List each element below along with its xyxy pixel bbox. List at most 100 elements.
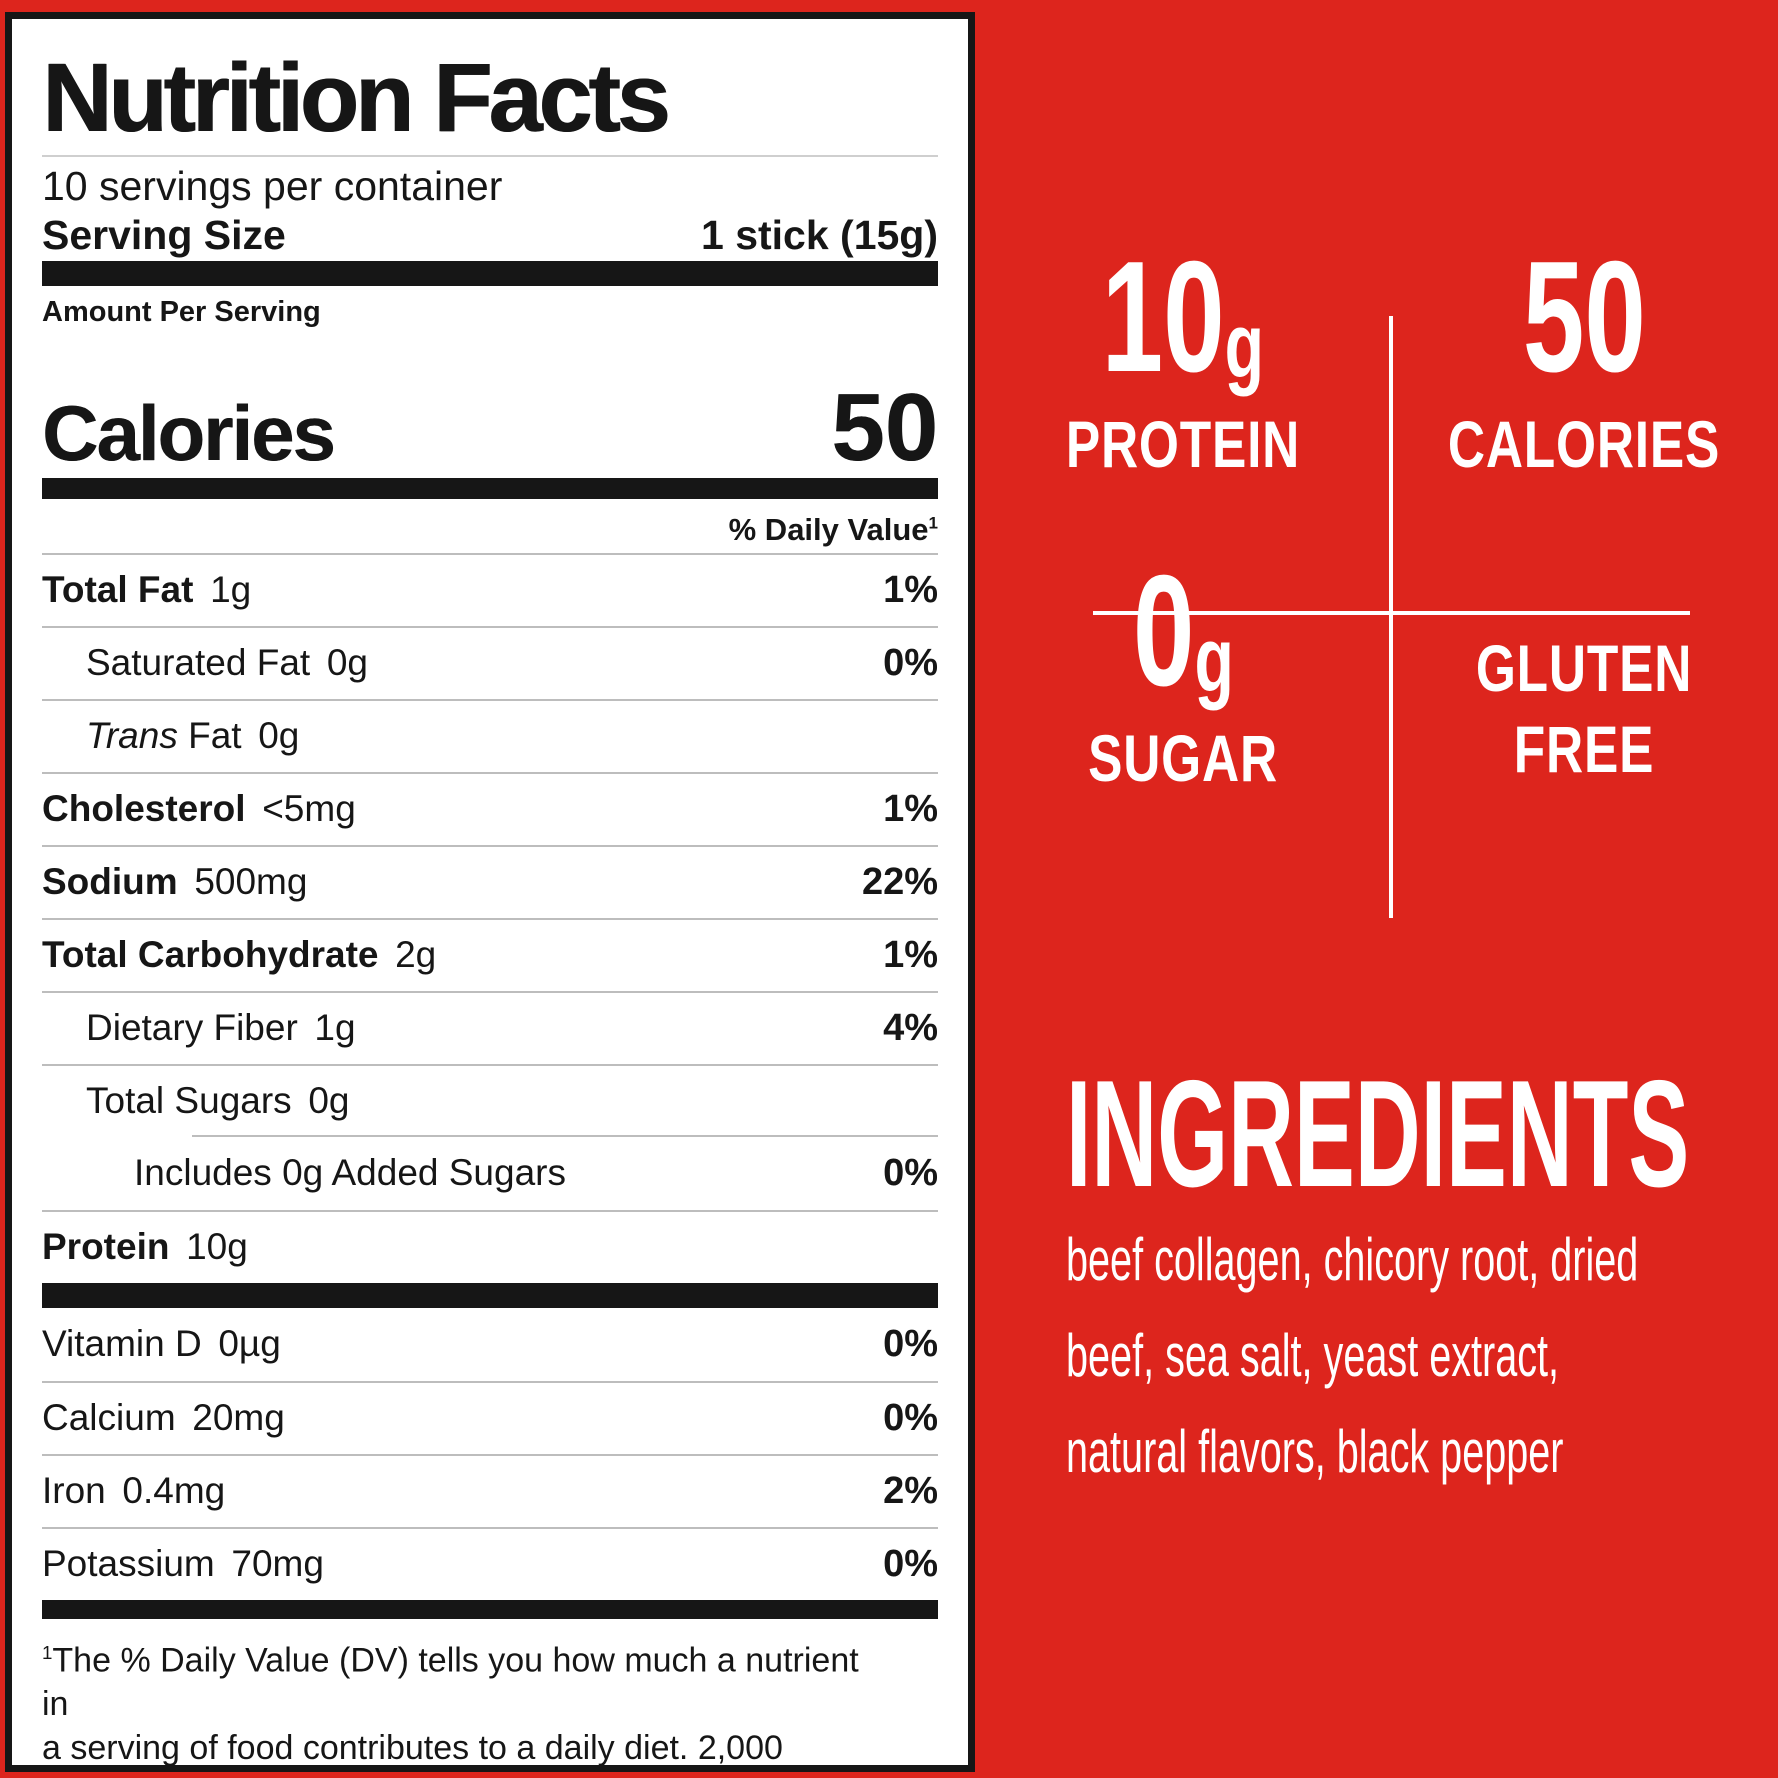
ingredients-list: beef collagen, chicory root, dried beef,… <box>1066 1212 1638 1500</box>
highlight-calories: 50 CALORIES <box>1409 238 1758 484</box>
nutrient-daily-value: 4% <box>883 1006 938 1049</box>
nutrient-row-left: Includes 0g Added Sugars <box>42 1152 566 1194</box>
calories-value: 50 <box>831 374 938 481</box>
nutrient-row: Vitamin D 0µg 0% <box>42 1308 938 1381</box>
nutrient-row-left: Total Carbohydrate 2g <box>42 934 436 976</box>
nutrient-row: Total Sugars 0g <box>42 1063 938 1137</box>
micronutrient-rows: Vitamin D 0µg 0% Calcium 20mg 0% Iron 0.4mg… <box>42 1308 938 1600</box>
nutrient-amount: 1g <box>210 569 252 611</box>
nutrient-row-left: Cholesterol <5mg <box>42 788 356 830</box>
ingredients-line: natural flavors, black pepper <box>1066 1418 1564 1485</box>
ingredients-line: beef, sea salt, yeast extract, <box>1066 1322 1560 1389</box>
calories-label: Calories <box>42 389 336 478</box>
protein-amount: 10g <box>1102 238 1264 396</box>
nutrient-row-left: Calcium 20mg <box>42 1397 285 1439</box>
nutrient-amount: 0g <box>308 1080 350 1122</box>
calories-caption: CALORIES <box>1447 407 1721 481</box>
nutrient-row: Calcium 20mg 0% <box>42 1380 938 1454</box>
footnote-line: a serving of food contributes to a daily… <box>42 1728 783 1767</box>
nutrient-daily-value: 0% <box>883 641 938 684</box>
highlight-gluten-free: GLUTEN FREE <box>1445 628 1722 789</box>
ingredients-heading: INGREDIENTS <box>1066 1049 1690 1219</box>
nutrition-facts-panel: Nutrition Facts 10 servings per containe… <box>5 12 975 1772</box>
nutrient-amount: 1g <box>314 1007 356 1049</box>
nutrient-row: Trans Fat 0g <box>42 698 938 772</box>
nutrient-row: Total Carbohydrate 2g 1% <box>42 917 938 991</box>
ingredients-line: beef collagen, chicory root, dried <box>1066 1226 1639 1293</box>
nutrient-row-left: Total Fat 1g <box>42 569 251 611</box>
nutrient-row: Dietary Fiber 1g 4% <box>42 990 938 1064</box>
calories-row: Calories 50 <box>42 333 938 481</box>
nutrient-daily-value: 1% <box>883 568 938 611</box>
sugar-unit: g <box>1194 609 1234 711</box>
nutrient-row-left: Protein 10g <box>42 1226 248 1268</box>
nutrient-daily-value: 0% <box>883 1396 938 1439</box>
serving-size-label: Serving Size <box>42 211 286 258</box>
nutrient-row-left: Saturated Fat 0g <box>42 642 368 684</box>
protein-caption: PROTEIN <box>1065 407 1301 481</box>
footnote-line: 1The % Daily Value (DV) tells you how mu… <box>42 1631 882 1726</box>
nutrient-row: Protein 10g <box>42 1209 938 1283</box>
nutrient-name: Potassium <box>42 1543 215 1585</box>
nutrient-daily-value: 0% <box>883 1542 938 1585</box>
medium-divider-bar <box>42 478 938 500</box>
cross-divider-horizontal <box>1093 611 1690 615</box>
nutrient-row-left: Iron 0.4mg <box>42 1470 225 1512</box>
nutrition-facts-title: Nutrition Facts <box>42 43 670 152</box>
nutrient-row-left: Trans Fat 0g <box>42 715 299 757</box>
nutrient-amount: 0µg <box>218 1323 281 1365</box>
nutrient-row-left: Sodium 500mg <box>42 861 307 903</box>
servings-per-container: 10 servings per container <box>42 162 503 209</box>
nutrient-amount: 2g <box>395 934 437 976</box>
nutrient-name: Protein <box>42 1226 170 1268</box>
title-divider <box>42 154 938 157</box>
medium-divider-bar <box>42 1599 938 1619</box>
nutrition-facts-content: Nutrition Facts 10 servings per containe… <box>12 19 968 1767</box>
serving-size-value: 1 stick (15g) <box>701 211 938 258</box>
nutrient-amount: 10g <box>186 1226 248 1268</box>
nutrient-name: Includes 0g Added Sugars <box>134 1152 566 1194</box>
sugar-caption: SUGAR <box>1088 721 1278 795</box>
nutrient-name: Saturated Fat <box>86 642 311 684</box>
nutrient-name: Fat <box>177 715 242 757</box>
sugar-amount: 0g <box>1133 552 1234 710</box>
nutrient-row-left: Dietary Fiber 1g <box>42 1007 356 1049</box>
nutrient-daily-value: 1% <box>883 933 938 976</box>
footnote-text: The % Daily Value (DV) tells you how muc… <box>42 1640 859 1723</box>
nutrient-amount: 500mg <box>194 861 308 903</box>
nutrient-row-left: Potassium 70mg <box>42 1543 324 1585</box>
nutrient-daily-value: 22% <box>861 860 938 903</box>
nutrient-row: Saturated Fat 0g 0% <box>42 625 938 699</box>
nutrient-daily-value: 0% <box>883 1322 938 1365</box>
nutrient-name: Cholesterol <box>42 788 246 830</box>
nutrient-amount: 0g <box>258 715 300 757</box>
cross-divider-vertical <box>1389 316 1393 918</box>
nutrient-name: Total Fat <box>42 569 194 611</box>
daily-value-footnote: 1The % Daily Value (DV) tells you how mu… <box>42 1631 882 1767</box>
calories-amount: 50 <box>1522 238 1645 396</box>
daily-value-footnote-marker: 1 <box>928 514 938 534</box>
nutrient-daily-value: 0% <box>883 1151 938 1194</box>
nutrient-daily-value: 2% <box>883 1469 938 1512</box>
gluten-free-line2: FREE <box>1513 711 1655 786</box>
nutrient-rows: Total Fat 1g 1% Saturated Fat 0g 0% Trans … <box>42 552 938 1283</box>
nutrient-amount: 0g <box>326 642 368 684</box>
nutrient-amount: 20mg <box>192 1397 285 1439</box>
nutrient-name: Total Sugars <box>86 1080 292 1122</box>
protein-unit: g <box>1224 295 1265 397</box>
nutrient-amount: 70mg <box>231 1543 324 1585</box>
nutrient-amount: <5mg <box>262 788 356 830</box>
nutrient-daily-value: 1% <box>883 787 938 830</box>
footnote-marker: 1 <box>42 1641 53 1663</box>
nutrient-row: Iron 0.4mg 2% <box>42 1453 938 1527</box>
sugar-number: 0 <box>1132 543 1195 719</box>
amount-per-serving-label: Amount Per Serving <box>42 296 321 329</box>
daily-value-header: % Daily Value1 <box>42 499 938 552</box>
highlight-sugar: 0g SUGAR <box>1061 552 1304 798</box>
nutrient-row: Potassium 70mg 0% <box>42 1526 938 1600</box>
nutrient-name: Dietary Fiber <box>86 1007 298 1049</box>
daily-value-header-text: % Daily Value <box>728 512 929 548</box>
serving-size-row: Serving Size 1 stick (15g) <box>42 212 938 259</box>
nutrient-row: Sodium 500mg 22% <box>42 844 938 918</box>
